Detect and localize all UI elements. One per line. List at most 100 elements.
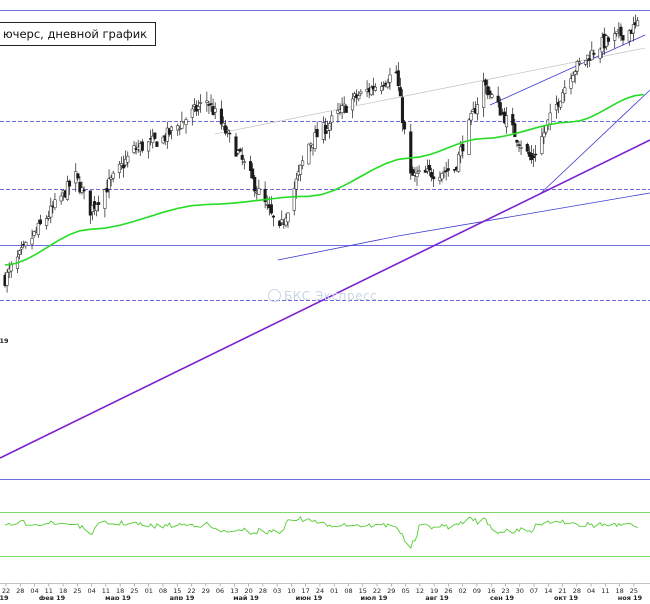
x-tick-label: 14: [544, 587, 552, 595]
candle-body: [430, 171, 434, 178]
x-tick-label: 21: [558, 587, 566, 595]
candle-body: [307, 143, 311, 165]
candle-body: [226, 129, 230, 132]
candle-body: [461, 143, 465, 152]
candle-body: [97, 202, 101, 205]
candle-body: [359, 91, 363, 94]
fan-line: [539, 89, 650, 195]
candle-body: [598, 48, 602, 59]
candle-body: [542, 132, 546, 138]
candle-body: [301, 160, 305, 166]
candle-body: [119, 163, 124, 166]
x-month-label: сен 19: [490, 594, 515, 600]
x-tick-label: 01: [330, 587, 338, 595]
candle-body: [540, 136, 544, 154]
candle-body: [45, 218, 49, 226]
x-month-label: апр 19: [170, 594, 195, 600]
x-tick-label: 23: [501, 587, 509, 595]
candle-body: [122, 164, 126, 169]
candle-body: [382, 85, 386, 87]
candle-body: [224, 125, 228, 134]
x-tick-label: 22: [373, 587, 381, 595]
x-tick-label: 08: [344, 587, 352, 595]
x-tick-label: 20: [244, 587, 252, 595]
candle-body: [411, 169, 415, 176]
candle-body: [350, 98, 355, 111]
x-tick-label: 05: [401, 587, 409, 595]
candle-body: [219, 108, 223, 125]
candle-body: [67, 180, 72, 187]
candle-body: [559, 101, 563, 108]
x-tick-label: 30: [516, 587, 524, 595]
x-month-label: июл 19: [361, 594, 388, 600]
candle-body: [47, 216, 51, 219]
candle-body: [584, 60, 588, 65]
candle-body: [76, 173, 80, 179]
candle-body: [257, 188, 261, 195]
candle-body: [5, 272, 9, 286]
candle-body: [613, 33, 617, 41]
x-month-label: ноя 19: [618, 594, 643, 600]
channel-lower-line-1: [277, 235, 399, 261]
candle-body: [111, 172, 115, 179]
x-year-label: 19: [0, 337, 9, 345]
candle-body: [176, 125, 180, 131]
candle-body: [488, 90, 492, 95]
x-tick-label: 13: [230, 587, 238, 595]
candle-body: [20, 247, 24, 250]
x-tick-label: 18: [116, 587, 124, 595]
x-month-label: окт 19: [554, 594, 578, 600]
candle-body: [627, 30, 631, 42]
candle-body: [554, 104, 558, 111]
candle-body: [153, 132, 157, 139]
candle-body: [53, 199, 57, 208]
candle-body: [573, 71, 577, 75]
x-tick-label: 12: [416, 587, 424, 595]
x-tick-label: 03: [273, 587, 281, 595]
candle-body: [9, 264, 13, 272]
candle-body: [298, 164, 303, 175]
candle-body: [88, 190, 92, 216]
candle-body: [342, 103, 346, 106]
candle-body: [482, 81, 486, 108]
candle-body: [234, 136, 238, 157]
candle-body: [107, 178, 111, 190]
candle-body: [515, 139, 519, 143]
candle-body: [205, 100, 209, 103]
candle-body: [475, 104, 479, 115]
candle-body: [452, 169, 457, 171]
candle-body: [396, 70, 400, 86]
candle-body: [78, 181, 82, 193]
candle-body: [590, 50, 594, 61]
chart-title: ючерс, дневной график: [0, 22, 157, 46]
candle-body: [459, 146, 463, 157]
candle-body: [330, 115, 334, 123]
x-month-label: июн 19: [296, 594, 323, 600]
candle-body: [221, 122, 226, 127]
candle-body: [442, 171, 446, 173]
candle-body: [18, 250, 22, 255]
candle-body: [619, 26, 623, 37]
candle-body: [59, 195, 63, 202]
candle-body: [240, 154, 244, 160]
candle-body: [344, 105, 348, 113]
candle-body: [446, 168, 450, 171]
x-tick-label: 25: [130, 587, 138, 595]
candle-body: [631, 24, 635, 34]
candle-body: [269, 204, 273, 214]
candle-body: [621, 35, 625, 41]
candle-body: [328, 123, 332, 131]
x-tick-label: 18: [616, 587, 624, 595]
x-month-label: фев 19: [39, 594, 66, 600]
candle-body: [253, 176, 257, 192]
resistance-trendline: [214, 47, 646, 135]
x-month-label: май 19: [233, 594, 259, 600]
watermark-text: БКС Экспресс: [284, 289, 378, 303]
candle-body: [357, 95, 361, 100]
candle-body: [444, 170, 448, 172]
candle-body: [417, 170, 421, 173]
candle-body: [117, 164, 121, 173]
candle-body: [248, 161, 253, 171]
